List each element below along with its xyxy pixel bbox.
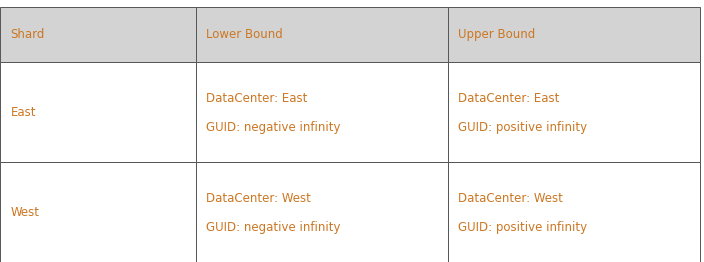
Text: Lower Bound: Lower Bound bbox=[206, 28, 283, 41]
Bar bbox=[448, 162, 700, 262]
Text: Upper Bound: Upper Bound bbox=[458, 28, 536, 41]
Text: DataCenter: East: DataCenter: East bbox=[206, 91, 308, 105]
Bar bbox=[0, 62, 196, 162]
Bar bbox=[196, 162, 448, 262]
Text: GUID: positive infinity: GUID: positive infinity bbox=[458, 121, 588, 134]
Text: DataCenter: East: DataCenter: East bbox=[458, 91, 560, 105]
Text: GUID: negative infinity: GUID: negative infinity bbox=[206, 221, 341, 233]
Text: GUID: negative infinity: GUID: negative infinity bbox=[206, 121, 341, 134]
Bar bbox=[448, 62, 700, 162]
Text: East: East bbox=[11, 106, 36, 118]
Text: DataCenter: West: DataCenter: West bbox=[206, 192, 311, 205]
Text: West: West bbox=[11, 205, 39, 219]
Text: GUID: positive infinity: GUID: positive infinity bbox=[458, 221, 588, 233]
Text: Shard: Shard bbox=[11, 28, 45, 41]
Bar bbox=[0, 7, 196, 62]
Bar bbox=[0, 162, 196, 262]
Text: DataCenter: West: DataCenter: West bbox=[458, 192, 563, 205]
Bar bbox=[448, 7, 700, 62]
Bar bbox=[196, 62, 448, 162]
Bar bbox=[196, 7, 448, 62]
